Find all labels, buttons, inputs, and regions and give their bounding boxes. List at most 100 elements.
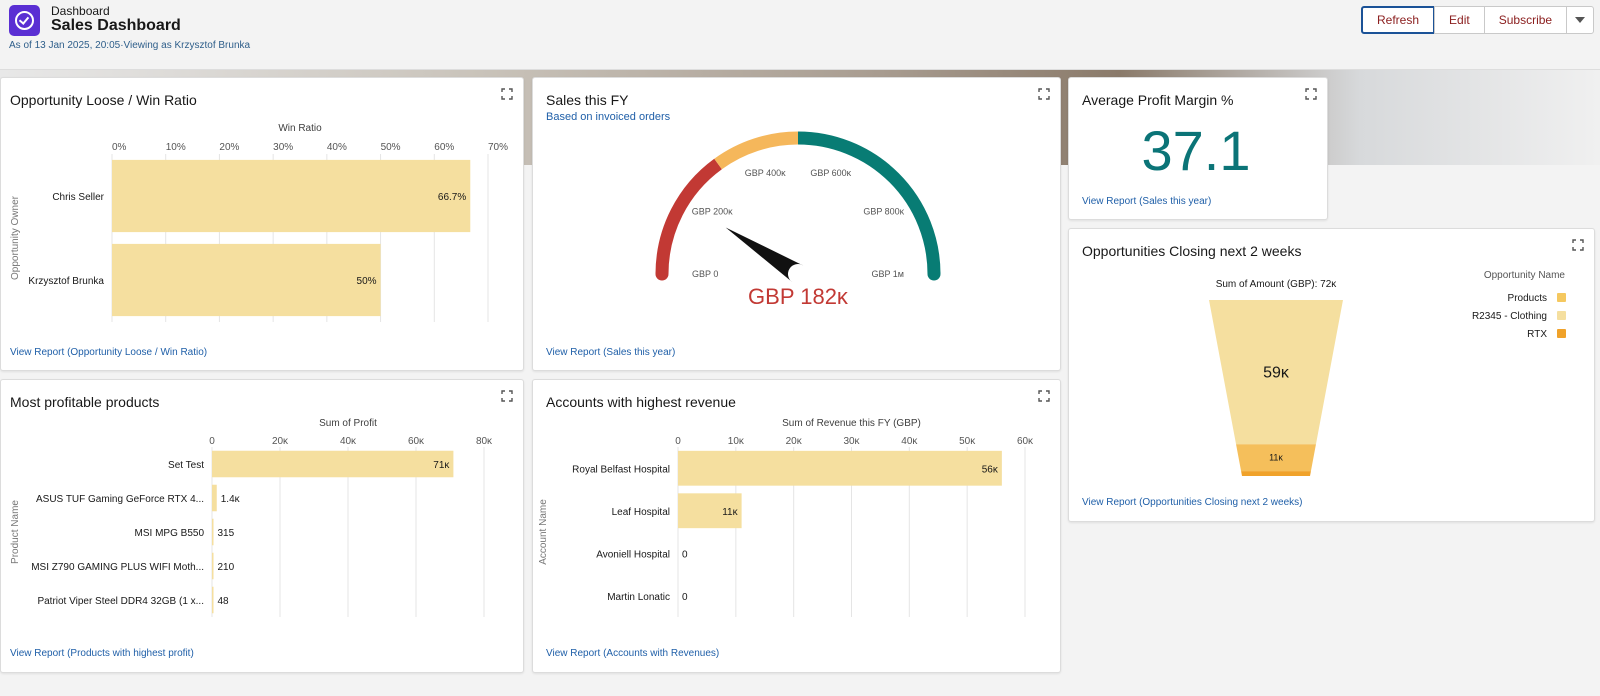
gauge-tick-label: GBP 600ᴋ [810, 168, 851, 178]
x-tick-label: 60ᴋ [408, 436, 425, 447]
data-label: 56ᴋ [982, 464, 999, 475]
view-report-link[interactable]: View Report (Opportunity Loose / Win Rat… [10, 347, 208, 358]
card-title: Accounts with highest revenue [546, 394, 736, 410]
bar[interactable] [678, 450, 1002, 486]
category-label: Krzysztof Brunka [28, 276, 104, 287]
legend-label: R2345 - Clothing [1472, 311, 1547, 322]
refresh-button[interactable]: Refresh [1361, 6, 1436, 34]
gauge-tick-label: GBP 800ᴋ [863, 207, 904, 217]
card-title: Opportunity Loose / Win Ratio [10, 92, 197, 108]
x-tick-label: 50ᴋ [959, 436, 976, 447]
card-subtitle: Based on invoiced orders [546, 111, 671, 123]
funnel-title: Sum of Amount (GBP): 72ᴋ [1216, 279, 1338, 290]
category-label: Set Test [168, 460, 204, 471]
more-actions-button[interactable] [1566, 6, 1595, 34]
bar[interactable] [212, 518, 214, 546]
category-label: Chris Seller [52, 192, 104, 203]
gauge-band [655, 158, 722, 275]
gauge-value: GBP 182ᴋ [748, 284, 849, 309]
y-axis-title: Opportunity Owner [10, 195, 21, 280]
gauge-tick-label: GBP 200ᴋ [692, 207, 733, 217]
bar[interactable] [212, 484, 217, 512]
data-label: 71ᴋ [433, 460, 450, 471]
data-label: 0 [682, 549, 688, 560]
expand-icon[interactable] [1305, 88, 1317, 100]
expand-icon[interactable] [501, 390, 513, 402]
data-label: 50% [357, 276, 377, 287]
gauge-tick-label: GBP 400ᴋ [745, 168, 786, 178]
x-tick-label: 40ᴋ [901, 436, 918, 447]
legend-swatch [1557, 293, 1566, 302]
data-label: 48 [218, 596, 230, 607]
category-label: Patriot Viper Steel DDR4 32GB (1 x... [37, 596, 204, 607]
view-report-link[interactable]: View Report (Sales this year) [1082, 196, 1212, 207]
gauge-tick-label: GBP 1ᴍ [871, 269, 904, 279]
expand-icon[interactable] [1038, 88, 1050, 100]
x-tick-label: 20% [219, 142, 239, 153]
accounts-chart: Sum of Revenue this FY (GBP) 0 10ᴋ 20ᴋ 30ᴋ 40… [538, 418, 1034, 617]
x-tick-label: 40% [327, 142, 347, 153]
x-tick-label: 60% [434, 142, 454, 153]
x-axis-title: Sum of Profit [319, 418, 377, 429]
card-profit-margin: Average Profit Margin % 37.1 View Report… [1068, 77, 1328, 220]
products-chart: Sum of Profit 0 20ᴋ 40ᴋ 60ᴋ 80ᴋ Set Test 71ᴋ ASU… [10, 418, 493, 617]
card-title: Most profitable products [10, 394, 160, 410]
card-win-ratio: Opportunity Loose / Win Ratio Win Ratio 0… [0, 77, 524, 371]
view-report-link[interactable]: View Report (Sales this year) [546, 347, 676, 358]
legend-swatch [1557, 329, 1566, 338]
dashboard-icon [9, 5, 40, 36]
x-tick-label: 0 [209, 436, 215, 447]
category-label: Avoniell Hospital [596, 549, 670, 560]
x-axis-title: Sum of Revenue this FY (GBP) [782, 418, 921, 429]
x-tick-label: 60ᴋ [1017, 436, 1034, 447]
expand-icon[interactable] [1038, 390, 1050, 402]
header-meta: As of 13 Jan 2025, 20:05·Viewing as Krzy… [9, 40, 251, 51]
x-tick-label: 0% [112, 142, 127, 153]
chevron-down-icon [1575, 17, 1586, 23]
legend-swatch [1557, 311, 1566, 320]
card-opportunities-closing: Opportunities Closing next 2 weeks Sum o… [1068, 228, 1595, 522]
gauge-needle [725, 227, 804, 283]
bar[interactable] [112, 243, 381, 317]
gauge-band [714, 131, 799, 170]
x-tick-label: 30% [273, 142, 293, 153]
win-ratio-chart: Win Ratio 0% 10% 20% 30% 40% 50% 60% 70% Chris Se… [10, 123, 508, 322]
expand-icon[interactable] [501, 88, 513, 100]
y-axis-title: Product Name [10, 500, 21, 564]
data-label: 315 [218, 528, 235, 539]
bar[interactable] [112, 159, 471, 233]
bar[interactable] [212, 450, 454, 478]
funnel-segment[interactable] [1241, 471, 1311, 476]
funnel-segment[interactable] [1236, 444, 1316, 472]
card-title: Opportunities Closing next 2 weeks [1082, 243, 1302, 259]
x-tick-label: 40ᴋ [340, 436, 357, 447]
subscribe-button[interactable]: Subscribe [1483, 6, 1568, 34]
category-label: ASUS TUF Gaming GeForce RTX 4... [36, 494, 204, 505]
data-label: 1.4ᴋ [221, 494, 241, 505]
edit-button[interactable]: Edit [1434, 6, 1485, 34]
view-report-link[interactable]: View Report (Opportunities Closing next … [1082, 497, 1303, 508]
funnel-data-label: 11ᴋ [1269, 453, 1283, 463]
expand-icon[interactable] [1572, 239, 1584, 251]
view-report-link[interactable]: View Report (Products with highest profi… [10, 648, 194, 659]
bar[interactable] [212, 586, 214, 614]
x-axis-title: Win Ratio [278, 123, 322, 134]
x-tick-label: 20ᴋ [272, 436, 289, 447]
gauge-end [655, 267, 669, 281]
legend-label: RTX [1527, 329, 1547, 340]
bar[interactable] [212, 552, 214, 580]
data-label: 210 [218, 562, 235, 573]
y-axis-title: Account Name [538, 499, 549, 565]
dashboard-header: Dashboard Sales Dashboard As of 13 Jan 2… [0, 0, 1600, 70]
category-label: Royal Belfast Hospital [572, 464, 670, 475]
funnel-segment[interactable] [1209, 300, 1343, 445]
bar[interactable] [678, 493, 742, 529]
x-tick-label: 80ᴋ [476, 436, 493, 447]
header-button-group: Refresh Edit Subscribe [1361, 6, 1595, 34]
view-report-link[interactable]: View Report (Accounts with Revenues) [546, 648, 720, 659]
gauge-end [927, 267, 941, 281]
x-tick-label: 50% [381, 142, 401, 153]
card-profitable-products: Most profitable products Sum of Profit 0 2… [0, 379, 524, 673]
data-label: 66.7% [438, 192, 466, 203]
header-eyebrow: Dashboard [51, 4, 110, 18]
